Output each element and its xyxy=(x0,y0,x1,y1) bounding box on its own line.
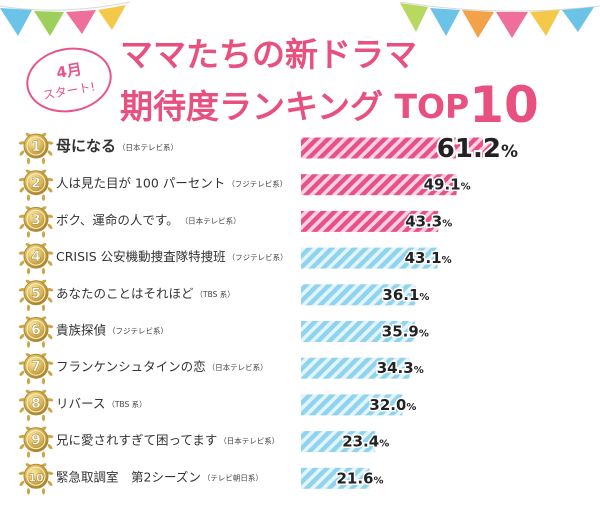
value-label: 36.1% xyxy=(382,286,429,304)
rank-number: 4 xyxy=(31,249,41,265)
value-label: 43.1% xyxy=(405,249,452,267)
value-bar xyxy=(301,137,495,159)
value-label: 34.3% xyxy=(377,359,424,377)
rank-number: 2 xyxy=(31,176,41,192)
rank-number: 9 xyxy=(31,433,41,449)
value-bar xyxy=(301,210,439,232)
network-label: （テレビ朝日系） xyxy=(203,472,263,482)
network-label: （日本テレビ系） xyxy=(181,215,241,225)
rank-medal: 6 xyxy=(18,316,54,348)
value-label: 35.9% xyxy=(382,323,429,341)
drama-title: CRISIS 公安機動捜査隊特捜班 xyxy=(56,249,226,264)
network-label: （TBS 系） xyxy=(196,289,235,299)
ranking-row: 5 あなたのことはそれほど （TBS 系） 36.1% xyxy=(18,279,431,311)
rank-medal: 9 xyxy=(18,426,54,458)
drama-title: 兄に愛されすぎて困ってます xyxy=(56,433,217,448)
ranking-row: 4 CRISIS 公安機動捜査隊特捜班 （フジテレビ系） 43.1% xyxy=(18,242,453,275)
value-label: 61.2% xyxy=(437,134,518,164)
drama-title: 人は見た目が 100 パーセント xyxy=(56,176,225,191)
value-label: 23.4% xyxy=(342,433,389,451)
rank-number: 5 xyxy=(31,286,41,302)
ranking-row: 1 母になる （日本テレビ系） 61.2% xyxy=(18,132,520,166)
rank-medal: 1 xyxy=(18,132,54,165)
ranking-row: 8 リバース （TBS 系） 32.0% xyxy=(18,389,418,422)
page-title-line2: 期待度ランキング TOP10 xyxy=(120,76,539,134)
value-bar xyxy=(301,284,416,306)
rank-medal: 4 xyxy=(18,242,54,275)
page-title-line1: ママたちの新ドラマ xyxy=(120,35,417,74)
value-bar xyxy=(301,431,376,453)
rank-number: 1 xyxy=(31,139,41,155)
drama-title: フランケンシュタインの恋 xyxy=(56,359,206,374)
ranking-row: 6 貴族探偵 （フジテレビ系） 35.9% xyxy=(18,316,430,348)
bunting-decoration xyxy=(0,1,600,38)
network-label: （フジテレビ系） xyxy=(228,252,288,262)
ranking-row: 2 人は見た目が 100 パーセント （フジテレビ系） 49.1% xyxy=(18,169,472,201)
ranking-row: 9 兄に愛されすぎて困ってます （日本テレビ系） 23.4% xyxy=(18,426,391,458)
value-label: 49.1% xyxy=(424,176,471,194)
title-number: 10 xyxy=(469,76,539,134)
network-label: （日本テレビ系） xyxy=(208,362,268,372)
rank-number: 8 xyxy=(31,396,41,412)
value-label: 21.6% xyxy=(337,469,384,487)
rank-number: 10 xyxy=(28,471,44,484)
drama-title: ボク、運命の人です。 xyxy=(56,212,179,227)
rank-number: 6 xyxy=(31,323,41,339)
value-bar xyxy=(301,174,457,196)
rank-medal: 7 xyxy=(18,353,54,385)
drama-title: 貴族探偵 xyxy=(56,323,106,338)
value-label: 32.0% xyxy=(369,396,416,414)
drama-title: 母になる xyxy=(56,137,116,155)
network-label: （日本テレビ系） xyxy=(118,142,178,152)
ranking-row: 7 フランケンシュタインの恋 （日本テレビ系） 34.3% xyxy=(18,353,425,385)
network-label: （フジテレビ系） xyxy=(227,179,287,189)
rank-medal: 10 xyxy=(18,463,54,495)
network-label: （フジテレビ系） xyxy=(108,326,168,336)
title-main: 期待度ランキング TOP xyxy=(120,87,470,126)
value-bar xyxy=(301,321,415,342)
value-bar xyxy=(301,247,438,269)
value-bar xyxy=(301,357,410,379)
drama-title: 緊急取調室 第2シーズン xyxy=(56,469,201,484)
rank-number: 3 xyxy=(31,212,41,228)
ranking-row: 3 ボク、運命の人です。 （日本テレビ系） 43.3% xyxy=(18,206,454,238)
rank-medal: 8 xyxy=(18,389,54,422)
network-label: （TBS 系） xyxy=(107,399,146,409)
value-bar xyxy=(301,394,403,416)
network-label: （日本テレビ系） xyxy=(219,436,279,446)
value-label: 43.3% xyxy=(405,212,452,230)
rank-medal: 2 xyxy=(18,169,54,201)
rank-number: 7 xyxy=(31,359,41,375)
ranking-row: 10 緊急取調室 第2シーズン （テレビ朝日系） 21.6% xyxy=(18,463,385,495)
drama-title: あなたのことはそれほど xyxy=(56,286,194,301)
rank-medal: 5 xyxy=(18,279,54,311)
rank-medal: 3 xyxy=(18,206,54,238)
value-bar xyxy=(301,467,370,489)
drama-title: リバース xyxy=(56,396,105,411)
